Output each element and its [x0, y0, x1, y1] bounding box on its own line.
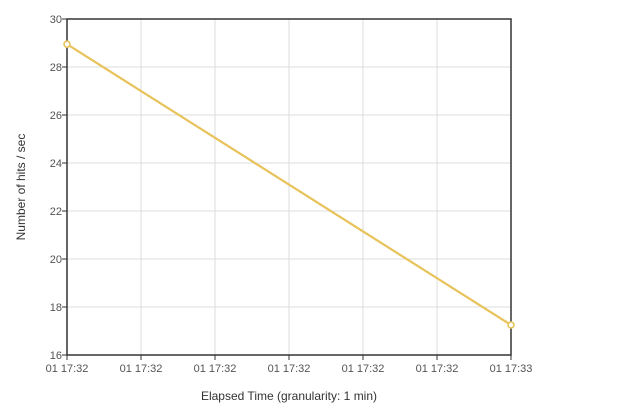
- plot-frame: [66, 18, 512, 356]
- data-point: [63, 40, 71, 49]
- y-axis-ticks: 16 18 20 22 24 26 28 30: [50, 14, 67, 362]
- x-tick-label: 01 17:33: [490, 363, 533, 375]
- series-layer: [63, 40, 515, 329]
- x-tick-label: 01 17:32: [268, 363, 311, 375]
- y-axis-label: Number of hits / sec: [14, 134, 28, 241]
- data-point: [507, 321, 515, 329]
- x-tick-label: 01 17:32: [416, 363, 459, 375]
- y-tick-label: 20: [50, 254, 62, 266]
- x-axis-label: Elapsed Time (granularity: 1 min): [201, 389, 377, 403]
- x-tick-label: 01 17:32: [46, 363, 89, 375]
- y-tick-label: 16: [50, 350, 62, 362]
- series-line: [66, 43, 512, 326]
- y-tick-label: 22: [50, 206, 62, 218]
- y-tick-label: 28: [50, 62, 62, 74]
- x-tick-label: 01 17:32: [120, 363, 163, 375]
- x-tick-label: 01 17:32: [194, 363, 237, 375]
- x-axis-ticks: 01 17:32 01 17:32 01 17:32 01 17:32 01 17:32…: [46, 355, 533, 375]
- y-tick-label: 24: [50, 158, 62, 170]
- grid-lines: [66, 18, 512, 356]
- y-tick-label: 18: [50, 302, 62, 314]
- y-tick-label: 30: [50, 14, 62, 26]
- y-tick-label: 26: [50, 110, 62, 122]
- x-tick-label: 01 17:32: [342, 363, 385, 375]
